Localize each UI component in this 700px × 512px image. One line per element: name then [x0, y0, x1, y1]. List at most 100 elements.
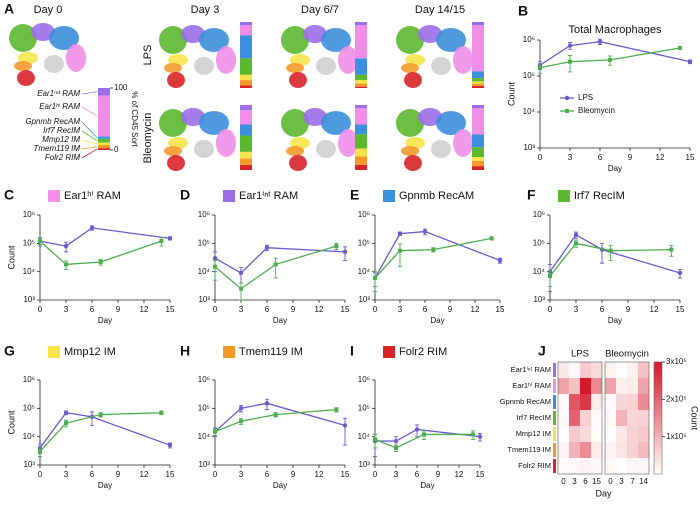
legend-marker	[565, 109, 569, 113]
y-tick-label: 10⁵	[533, 238, 545, 247]
chart-title: Total Macrophages	[569, 24, 662, 36]
x-tick-label: 3	[619, 477, 624, 486]
x-tick-label: 6	[415, 470, 420, 479]
y-tick-label: 10⁶	[523, 35, 535, 44]
row-strip	[553, 379, 556, 393]
day-label: Day 3	[191, 4, 220, 16]
legend-label: Ear1ⁱⁿᵗ RAM	[37, 89, 80, 98]
heat-cell	[569, 426, 580, 442]
x-axis-label: Day	[595, 488, 612, 498]
umap-cluster	[181, 108, 205, 126]
heat-cell	[558, 442, 569, 458]
marker	[422, 229, 428, 234]
error-bar	[608, 244, 613, 261]
y-tick-label: 10⁶	[23, 210, 35, 219]
umap-cluster	[14, 61, 32, 71]
error-bar	[239, 282, 243, 301]
panel-letter: C	[4, 187, 14, 203]
x-tick-label: 3	[568, 153, 573, 162]
umap-cluster	[286, 146, 304, 156]
error-bar	[373, 271, 377, 292]
umap-cluster	[194, 140, 214, 158]
heat-cell	[580, 458, 591, 474]
series-line	[374, 433, 473, 449]
marker	[273, 262, 278, 267]
marker	[477, 434, 483, 439]
marker	[64, 262, 68, 267]
panel-letter: J	[538, 343, 546, 359]
marker	[342, 249, 348, 255]
stack-segment	[240, 80, 252, 86]
stack-segment	[240, 35, 252, 59]
marker	[414, 427, 420, 432]
marker	[677, 270, 683, 276]
stack-segment	[355, 22, 367, 26]
series-line	[214, 247, 346, 274]
umap-cluster	[49, 26, 79, 50]
y-tick-label: 10³	[23, 295, 35, 304]
umap-cluster	[453, 129, 473, 157]
marker	[334, 407, 339, 412]
x-tick-label: 12	[315, 470, 324, 479]
umap-cluster	[289, 155, 307, 171]
marker	[264, 245, 270, 250]
y-tick-label: 10³	[358, 295, 370, 304]
y-tick-label: 10³	[358, 460, 370, 469]
y-tick-label: 10⁵	[358, 403, 370, 412]
x-tick-label: 3	[64, 470, 69, 479]
legend-label: Gpnmb RecAM	[25, 117, 80, 126]
heat-cell	[627, 458, 638, 474]
stack-segment	[472, 71, 484, 79]
marker	[608, 248, 613, 253]
stack-segment	[472, 78, 484, 82]
stack-segment	[472, 160, 484, 167]
umap-cluster	[436, 28, 466, 52]
marker	[238, 406, 244, 411]
y-tick-label: 10⁵	[198, 403, 210, 412]
marker	[548, 274, 552, 279]
series-line	[214, 245, 337, 290]
marker	[239, 286, 243, 291]
heat-cell	[616, 394, 627, 410]
stack-segment	[355, 148, 367, 157]
heat-cell	[616, 442, 627, 458]
y-tick-label: 10³	[198, 460, 210, 469]
heat-cell	[605, 362, 616, 378]
stack-segment	[240, 25, 252, 36]
heat-cell	[605, 442, 616, 458]
umap-cluster	[321, 111, 351, 135]
marker	[64, 421, 68, 426]
x-tick-label: 0	[373, 470, 378, 479]
heat-cell	[569, 442, 580, 458]
stack-segment	[240, 74, 252, 81]
stack-segment	[240, 164, 252, 170]
x-tick-label: 0	[561, 477, 566, 486]
y-tick-label: 100	[114, 83, 128, 92]
y-tick-label: 10³	[198, 295, 210, 304]
x-tick-label: 9	[626, 305, 631, 314]
x-tick-label: 15	[166, 305, 175, 314]
heat-cell	[616, 458, 627, 474]
error-bar	[273, 257, 278, 279]
stack-segment	[355, 86, 367, 88]
umap-cluster	[44, 55, 64, 73]
x-tick-label: 12	[315, 305, 324, 314]
umap-cluster	[396, 109, 424, 137]
heat-cell	[591, 442, 602, 458]
error-bar	[548, 270, 552, 287]
y-axis-label: % of CD45 Sort	[130, 91, 139, 147]
error-bar	[600, 242, 604, 264]
stack-segment	[355, 124, 367, 135]
umap-cluster	[31, 23, 55, 41]
row-strip	[553, 395, 556, 409]
marker	[687, 59, 693, 64]
heat-cell	[638, 458, 649, 474]
x-axis-label: Day	[420, 481, 434, 490]
heat-cell	[605, 426, 616, 442]
y-tick-label: 10⁶	[358, 375, 370, 384]
colorbar-tick-label: 2x10⁵	[666, 394, 687, 403]
colorbar-label: Count	[690, 406, 700, 431]
heat-cell	[638, 362, 649, 378]
marker	[159, 410, 164, 415]
umap-cluster	[281, 26, 309, 54]
